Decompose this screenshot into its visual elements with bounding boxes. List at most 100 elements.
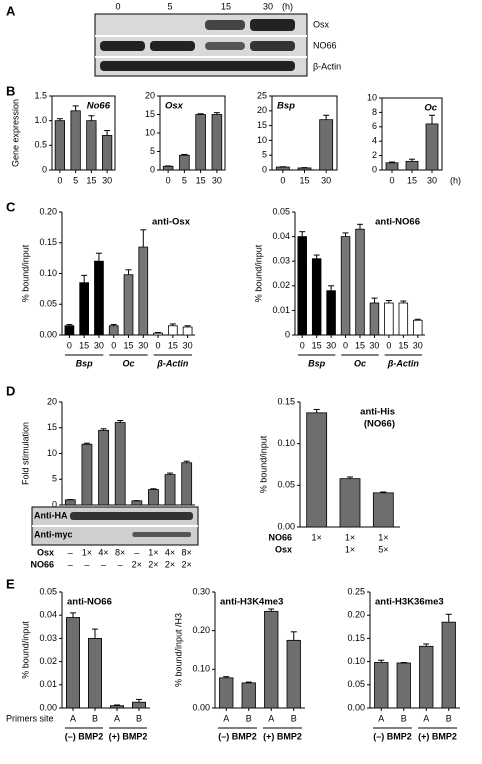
blot-divider <box>95 56 307 58</box>
bar <box>167 325 178 336</box>
bar <box>94 260 104 336</box>
y-tick-label: 15 <box>257 120 267 130</box>
row-cell: – <box>118 559 123 569</box>
x-tick-label: 15 <box>299 175 309 185</box>
bar <box>413 319 423 336</box>
row-cell: 1× <box>378 532 388 542</box>
bar <box>405 160 419 171</box>
band <box>250 19 295 31</box>
group-label: Bsp <box>308 358 326 368</box>
y-tick-label: 0.03 <box>39 633 57 643</box>
chart-title: anti-H3K4me3 <box>220 597 283 608</box>
y-tick-label: 5 <box>52 474 57 484</box>
x-tick-label: 5 <box>182 175 187 185</box>
bar <box>98 429 109 506</box>
group-label: Oc <box>354 358 366 368</box>
x-tick-label: 0 <box>67 340 72 350</box>
y-tick-label: 0.03 <box>272 256 290 266</box>
bar <box>384 302 394 336</box>
x-unit: (h) <box>450 175 461 185</box>
y-axis-label: % bound/input <box>20 621 30 679</box>
x-tick-label: 0 <box>111 340 116 350</box>
y-tick-label: 0.00 <box>39 702 57 712</box>
row-label: NO66 <box>268 532 292 542</box>
bar <box>319 119 334 171</box>
bar <box>211 114 223 171</box>
row-label: Osx <box>275 544 292 554</box>
y-tick-label: 20 <box>145 90 155 100</box>
x-tick-label: 0 <box>386 340 391 350</box>
bar <box>86 120 97 171</box>
x-tick-label: 15 <box>407 175 417 185</box>
bar <box>123 274 134 336</box>
y-tick-label: 0.15 <box>39 237 57 247</box>
row-label: NO66 <box>30 559 54 569</box>
x-tick-label: 5 <box>73 175 78 185</box>
group-label: (–) BMP2 <box>373 731 412 741</box>
y-tick-label: 0.10 <box>277 438 295 448</box>
bar <box>398 302 409 336</box>
y-tick-label: 0.10 <box>347 656 365 666</box>
lane-label: 15 <box>221 1 231 11</box>
row-cell: 1× <box>148 547 158 557</box>
band <box>250 41 295 51</box>
blot-row-label: β-Actin <box>313 61 341 71</box>
y-tick-label: 5 <box>262 150 267 160</box>
bar <box>396 662 411 709</box>
bar <box>148 489 159 506</box>
lane-label: 0 <box>115 1 120 11</box>
x-tick-label: 0 <box>57 175 62 185</box>
y-tick-label: 0.01 <box>272 305 290 315</box>
row-cell: 1× <box>82 547 92 557</box>
row-cell: 1× <box>345 532 355 542</box>
x-tick-label: 0 <box>156 340 161 350</box>
chart-title: Osx <box>165 101 184 112</box>
group-label: (+) BMP2 <box>418 731 457 741</box>
y-tick-label: 15 <box>145 109 155 119</box>
y-tick-label: 0.05 <box>39 299 57 309</box>
x-tick-label: 15 <box>168 340 178 350</box>
bar <box>425 123 439 171</box>
bar <box>339 478 361 528</box>
panel-label: A <box>6 3 16 18</box>
x-tick-label: 0 <box>389 175 394 185</box>
chart-title: anti-NO66 <box>375 217 420 228</box>
row-cell: – <box>68 559 73 569</box>
lane-label: 5 <box>167 1 172 11</box>
y-axis-label: Gene expression <box>10 99 20 167</box>
band <box>100 61 295 71</box>
row-cell: 4× <box>165 547 175 557</box>
band <box>205 42 245 50</box>
chart-subtitle: (NO66) <box>364 419 395 430</box>
x-tick-label: 0 <box>280 175 285 185</box>
row-cell: – <box>134 547 139 557</box>
x-tick-label: B <box>401 713 407 723</box>
x-tick-label: 30 <box>102 175 112 185</box>
row-cell: 8× <box>182 547 192 557</box>
band <box>100 41 145 51</box>
bar <box>219 677 234 709</box>
band <box>150 41 195 51</box>
x-tick-label: 15 <box>79 340 89 350</box>
chart-title: No66 <box>87 101 111 112</box>
row-cell: 4× <box>98 547 108 557</box>
panel-label: B <box>6 83 15 98</box>
x-tick-label: 0 <box>300 340 305 350</box>
y-tick-label: 0.02 <box>272 280 290 290</box>
bar <box>54 120 66 171</box>
row-cell: 2× <box>148 559 158 569</box>
y-tick-label: 10 <box>257 135 267 145</box>
y-tick-label: 20 <box>47 396 57 406</box>
bar <box>88 638 103 709</box>
x-tick-label: 30 <box>427 175 437 185</box>
bar <box>372 492 394 528</box>
panel-label: C <box>6 199 16 214</box>
group-label: (–) BMP2 <box>218 731 257 741</box>
lane-unit: (h) <box>282 1 293 11</box>
y-tick-label: 0.02 <box>39 656 57 666</box>
bar <box>164 474 176 506</box>
y-tick-label: 6 <box>372 121 377 131</box>
bar <box>195 114 206 171</box>
blot-row-label: Anti-myc <box>34 529 73 539</box>
